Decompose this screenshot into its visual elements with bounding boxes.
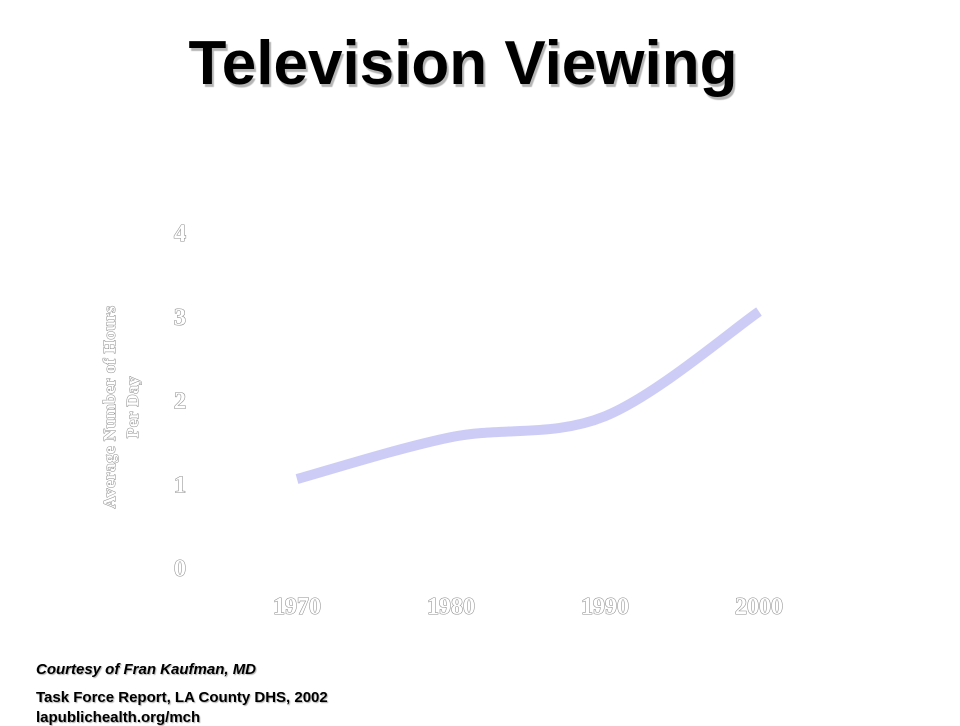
series-line [295,307,762,484]
x-tick-label: 1980 [427,594,475,620]
series-group [295,307,762,484]
y-axis-label-line-1: Average Number of Hours [100,305,119,508]
x-axis-ticks: 1970 1980 1990 2000 [272,593,783,620]
y-axis-label: Average Number of Hours Per Day [100,305,143,509]
x-tick-label: 1990 [581,594,629,620]
y-tick-label: 1 [174,472,186,498]
y-tick-label: 0 [174,556,186,582]
source-text: Task Force Report, LA County DHS, 2002 [36,689,328,706]
y-tick-label: 4 [174,221,186,247]
y-tick-label: 2 [174,389,186,415]
x-tick-label: 1970 [273,594,321,620]
credit-text: Courtesy of Fran Kaufman, MD [36,661,257,678]
y-axis-label-line-2: Per Day [123,376,142,438]
source-url-text: lapublichealth.org/mch [36,709,201,726]
x-tick-label: 2000 [735,594,783,620]
slide-title: Television Viewing [188,29,738,98]
y-tick-label: 3 [174,305,186,331]
y-axis-ticks: 0 1 2 3 4 [173,220,186,582]
